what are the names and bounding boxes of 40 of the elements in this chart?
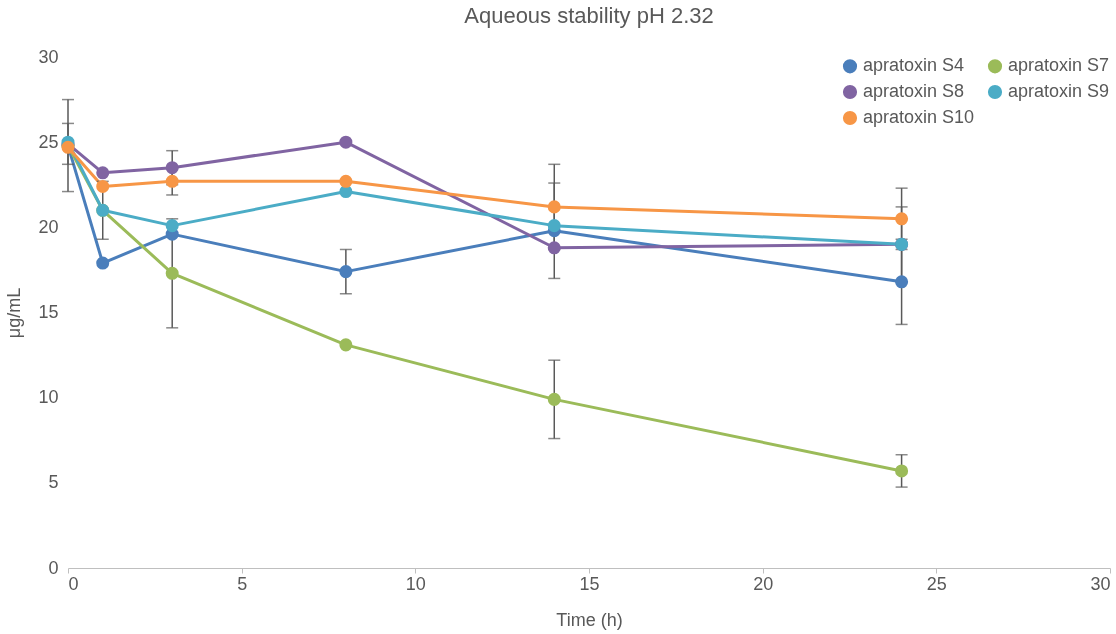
point xyxy=(895,212,909,226)
y-tick-label: 30 xyxy=(38,46,59,67)
point xyxy=(547,200,561,214)
x-tick-label: 25 xyxy=(926,573,947,594)
y-tick-label: 15 xyxy=(38,302,59,322)
legend-label: apratoxin S10 xyxy=(863,107,975,127)
point xyxy=(165,219,179,233)
y-axis-title: μg/mL xyxy=(4,287,25,339)
y-tick-label: 0 xyxy=(48,557,59,578)
point xyxy=(165,174,179,188)
point xyxy=(339,174,353,188)
x-tick-label: 10 xyxy=(405,573,426,594)
y-tick-label: 25 xyxy=(38,131,59,152)
point xyxy=(547,241,561,255)
x-axis-title: Time (h) xyxy=(556,609,623,630)
x-tick-label: 0 xyxy=(68,573,79,594)
x-tick-label: 5 xyxy=(237,573,248,594)
x-tick-label: 20 xyxy=(753,573,774,594)
point xyxy=(339,338,353,352)
point xyxy=(547,219,561,233)
point xyxy=(165,161,179,175)
point xyxy=(96,166,110,180)
point xyxy=(895,275,909,289)
x-tick-label: 15 xyxy=(579,573,600,594)
point xyxy=(96,256,110,270)
x-tick-label: 30 xyxy=(1090,573,1111,594)
point xyxy=(895,464,909,478)
legend-label: apratoxin S8 xyxy=(863,81,965,101)
point xyxy=(165,266,179,280)
point xyxy=(547,392,561,406)
point xyxy=(96,179,110,193)
legend-label: apratoxin S7 xyxy=(1008,55,1110,76)
y-tick-label: 10 xyxy=(38,387,59,408)
y-tick-label: 20 xyxy=(38,216,59,237)
chart-title: Aqueous stability pH 2.32 xyxy=(464,3,714,28)
legend-label: apratoxin S9 xyxy=(1008,81,1110,101)
point xyxy=(339,265,353,279)
point xyxy=(339,135,353,149)
legend-label: apratoxin S4 xyxy=(863,55,965,76)
y-tick-label: 5 xyxy=(48,472,59,493)
